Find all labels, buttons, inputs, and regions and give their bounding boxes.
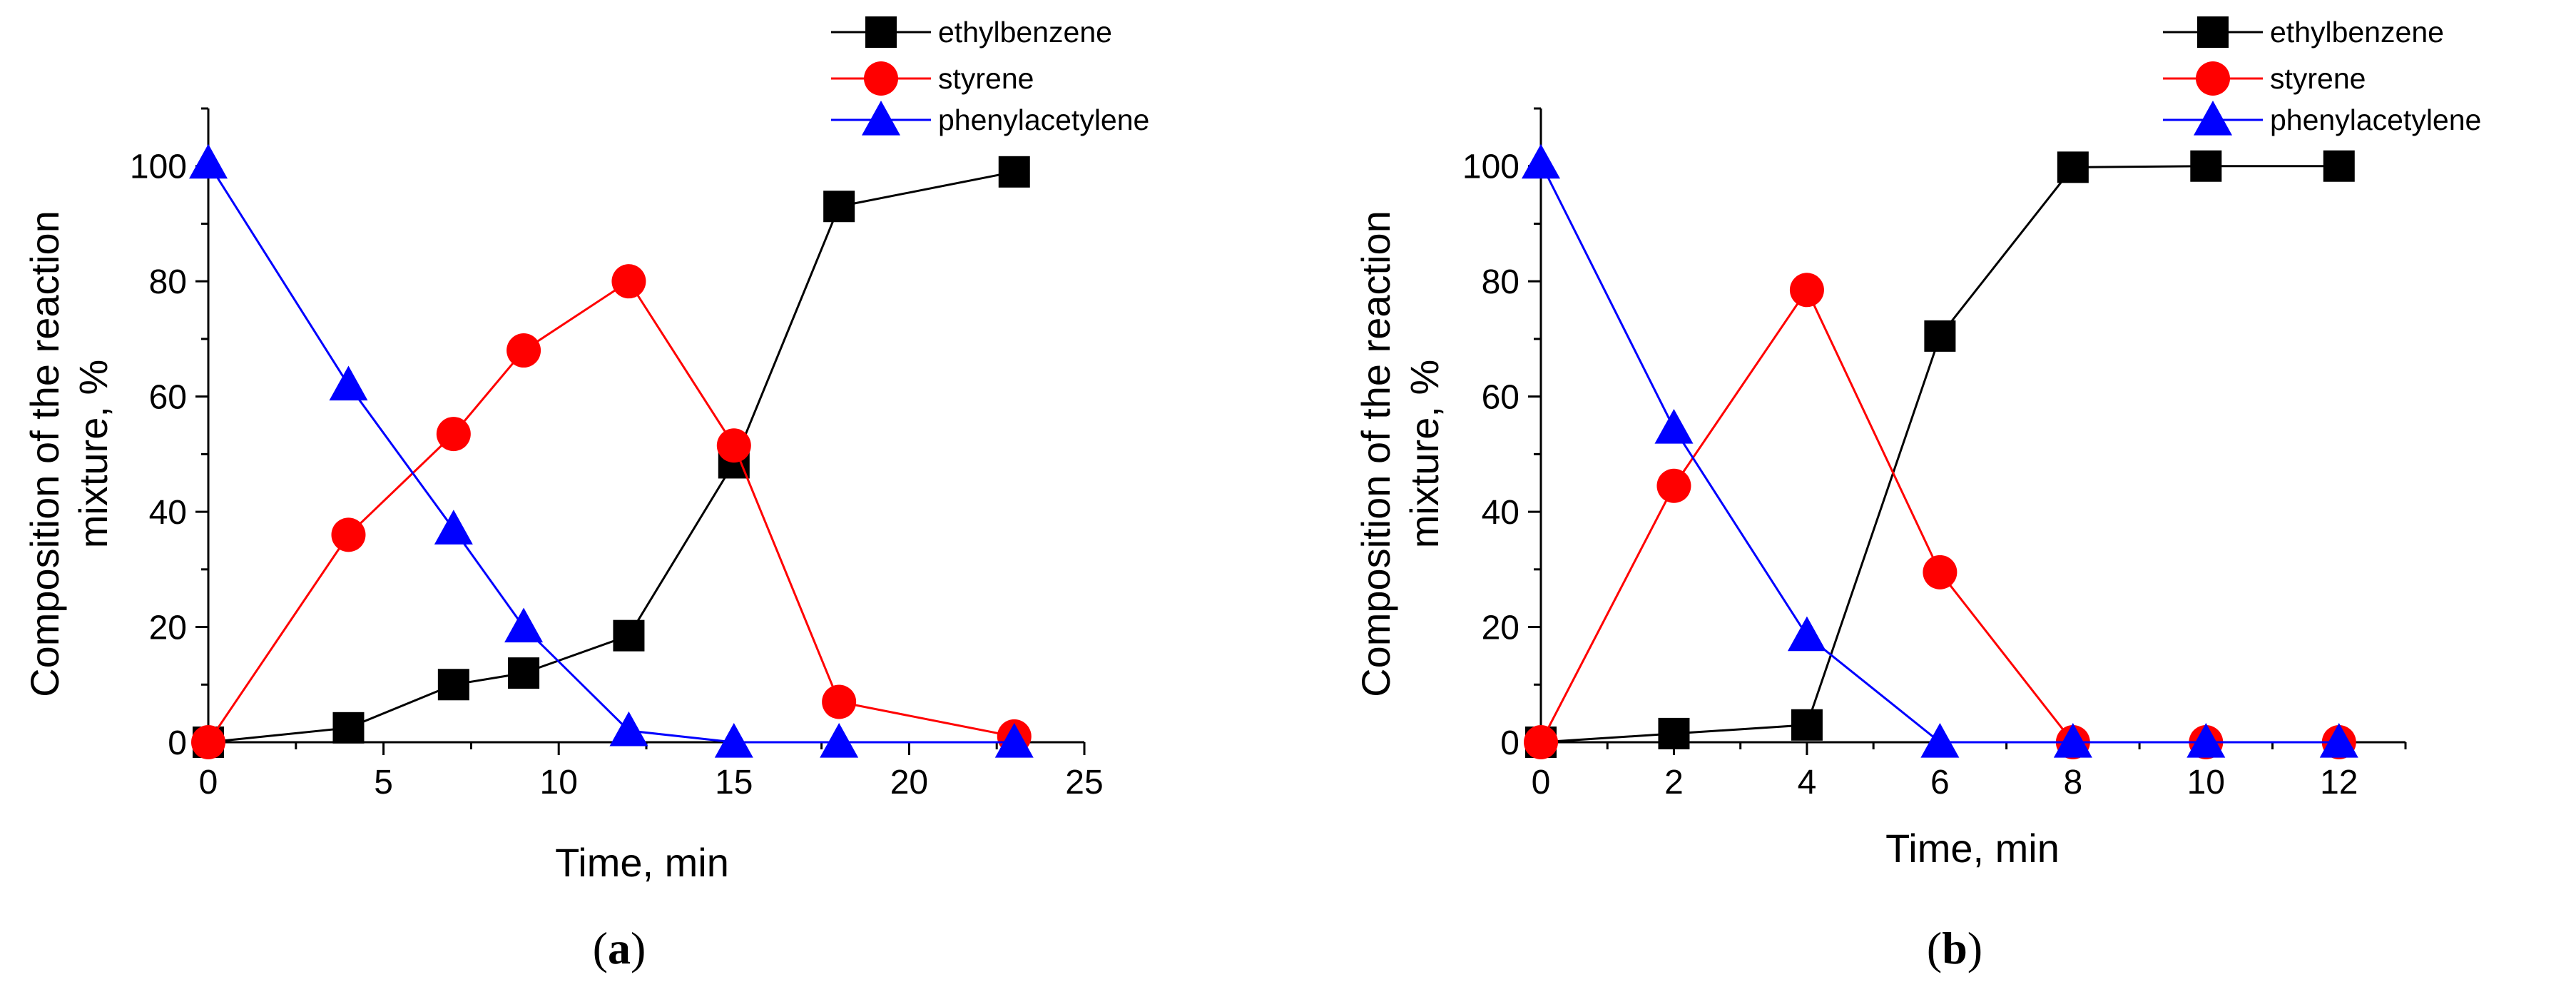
data-point-styrene [436,417,471,452]
data-point-phenylacetylene [609,711,648,747]
series-line-styrene [1539,288,2339,744]
series-line-ethylbenzene [1540,165,2339,744]
legend-label-ethylbenzene: ethylbenzene [938,16,1112,49]
legend-marker-styrene [2196,61,2230,96]
x-tick-label: 10 [540,764,578,801]
x-tick-label: 12 [2320,764,2358,801]
data-point-styrene [506,333,541,368]
x-axis-title: Time, min [555,840,729,885]
data-point-ethylbenzene [998,156,1030,188]
data-point-ethylbenzene [508,657,540,689]
panel-label: (b) [1927,923,1982,973]
data-point-ethylbenzene [2323,150,2355,182]
legend-label-styrene: styrene [938,62,1034,95]
data-point-styrene [1524,725,1558,759]
y-axis-title-line1: Composition of the reaction [22,211,67,697]
x-tick-label: 25 [1065,764,1103,801]
chart-panel-a: 0 5 10 15 20 25 0 20 40 60 80 100 Time, min Compositi… [22,16,1149,973]
y-tick-label: 80 [149,263,187,301]
data-point-ethylbenzene [437,669,469,701]
data-point-ethylbenzene [2057,151,2089,183]
y-tick-label: 60 [149,379,187,417]
data-point-phenylacetylene [1654,409,1694,444]
y-tick-label: 20 [1482,609,1519,647]
data-point-phenylacetylene [1787,616,1826,652]
y-tick-label: 40 [1482,494,1519,532]
y-tick-label: 0 [1500,724,1519,762]
data-point-styrene [331,517,366,552]
y-tick-label: 0 [168,724,187,762]
data-point-styrene [1789,273,1824,308]
y-axis-title-line2: mixture, % [71,360,116,549]
x-tick-label: 6 [1930,764,1950,801]
data-point-phenylacetylene [1522,143,1560,179]
data-point-phenylacetylene [714,723,753,758]
series-line-phenylacetylene [207,162,1014,744]
x-tick-label: 15 [715,764,753,801]
x-tick-label: 5 [374,764,393,801]
y-tick-label: 60 [1482,379,1519,417]
y-tick-label: 20 [149,609,187,647]
data-point-ethylbenzene [2190,150,2222,182]
y-tick-label: 100 [1462,148,1519,186]
x-axis-title: Time, min [1885,826,2060,871]
data-point-phenylacetylene [994,723,1034,758]
legend-marker-ethylbenzene [2197,16,2229,48]
data-point-phenylacetylene [504,607,544,643]
legend-marker-phenylacetylene [862,101,900,136]
data-point-styrene [716,428,751,463]
legend-marker-styrene [864,61,898,96]
data-point-phenylacetylene [189,143,228,179]
panel-label-letter: a [608,923,631,973]
data-point-ethylbenzene [1791,709,1823,741]
panel-label: (a) [593,923,646,973]
y-axis-title-line1: Composition of the reaction [1353,211,1398,697]
series-line-phenylacetylene [1539,163,2339,744]
x-tick-label: 2 [1664,764,1684,801]
data-point-phenylacetylene [2053,723,2092,758]
data-point-styrene [611,264,646,299]
x-tick-label: 0 [1532,764,1551,801]
data-point-styrene [1923,555,1958,589]
y-tick-label: 40 [149,494,187,532]
x-tick-label: 20 [890,764,928,801]
data-point-ethylbenzene [1924,320,1956,352]
series-line-ethylbenzene [208,171,1015,744]
data-point-styrene [822,684,857,719]
legend-marker-ethylbenzene [865,16,897,48]
data-point-styrene [191,725,225,759]
y-tick-label: 80 [1482,263,1519,301]
data-point-phenylacetylene [2186,723,2226,758]
data-point-phenylacetylene [2319,723,2358,758]
legend-marker-phenylacetylene [2194,101,2232,136]
data-point-ethylbenzene [613,619,645,652]
chart-panel-b: 0 2 4 6 8 10 12 0 20 40 60 80 100 Time, min Compositio… [1353,16,2481,973]
data-point-phenylacetylene [329,365,368,401]
data-point-styrene [1656,468,1691,503]
legend-label-styrene: styrene [2270,62,2366,95]
x-tick-label: 0 [199,764,218,801]
panel-label-letter: b [1942,923,1967,973]
x-tick-label: 4 [1798,764,1817,801]
data-point-phenylacetylene [434,510,473,545]
series-line-styrene [207,280,1015,743]
y-tick-label: 100 [130,148,187,186]
legend-label-phenylacetylene: phenylacetylene [938,103,1149,136]
x-tick-label: 10 [2187,764,2225,801]
data-point-ethylbenzene [823,191,855,223]
legend-label-phenylacetylene: phenylacetylene [2270,103,2481,136]
data-point-ethylbenzene [332,712,365,744]
y-axis-title-line2: mixture, % [1402,360,1447,549]
legend-label-ethylbenzene: ethylbenzene [2270,16,2444,49]
data-point-phenylacetylene [820,723,859,758]
x-tick-label: 8 [2063,764,2082,801]
data-point-phenylacetylene [1920,723,1960,758]
data-point-ethylbenzene [1658,717,1690,749]
